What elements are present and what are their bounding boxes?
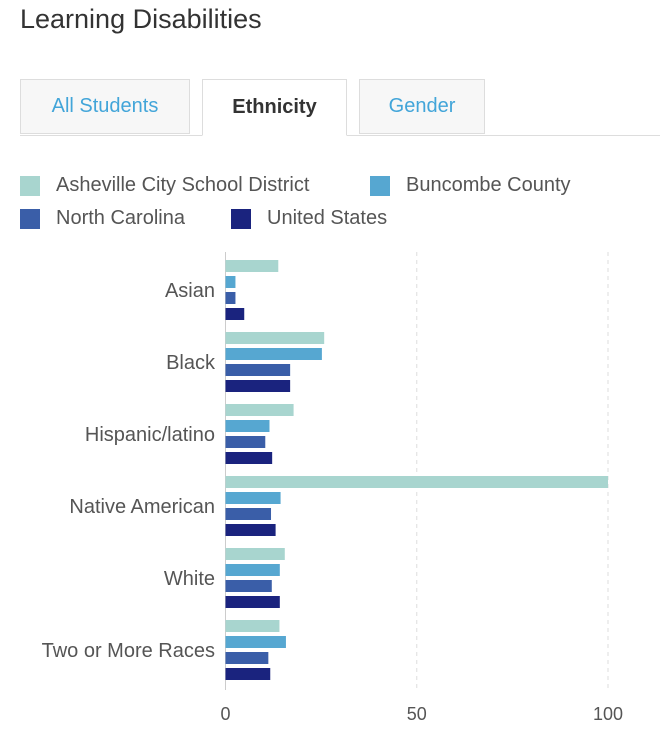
bar — [225, 348, 322, 360]
x-tick-label: 50 — [407, 704, 427, 724]
tab-ethnicity[interactable]: Ethnicity — [202, 79, 347, 136]
legend-label-buncombe: Buncombe County — [406, 174, 571, 196]
category-label: Native American — [69, 496, 215, 518]
bar — [225, 636, 286, 648]
bar — [225, 564, 280, 576]
legend-swatch-united-states — [231, 208, 251, 229]
page-title: Learning Disabilities — [20, 4, 262, 34]
tab-gender[interactable]: Gender — [359, 79, 485, 134]
bar — [225, 308, 245, 320]
bar — [225, 476, 608, 488]
legend-item-united-states[interactable]: United States — [231, 207, 387, 230]
x-tick-label: 100 — [593, 704, 623, 724]
bar — [225, 276, 236, 288]
tab-all-students[interactable]: All Students — [20, 79, 190, 134]
legend-label-asheville: Asheville City School District — [56, 174, 310, 196]
legend-item-asheville[interactable]: Asheville City School District — [20, 174, 309, 197]
bar — [225, 380, 291, 392]
tab-ethnicity-label: Ethnicity — [232, 96, 317, 118]
bar — [225, 668, 271, 680]
bar — [225, 580, 272, 592]
tab-gender-label: Gender — [388, 95, 456, 117]
bar — [225, 292, 236, 304]
bar — [225, 524, 276, 536]
bar — [225, 548, 285, 560]
legend-label-united-states: United States — [267, 207, 388, 229]
category-label: White — [164, 568, 215, 590]
bar — [225, 508, 272, 520]
category-label: Black — [166, 352, 216, 374]
bar — [225, 260, 279, 272]
bar — [225, 492, 281, 504]
bar — [225, 596, 280, 608]
bar — [225, 436, 266, 448]
bar — [225, 652, 269, 664]
tab-all-students-label: All Students — [51, 95, 159, 117]
bar — [225, 332, 325, 344]
tab-bar: All Students Ethnicity Gender — [20, 79, 660, 136]
bar — [225, 452, 273, 464]
category-label: Hispanic/latino — [85, 424, 215, 446]
legend-item-buncombe[interactable]: Buncombe County — [370, 174, 571, 197]
category-label: Asian — [165, 280, 215, 302]
legend-swatch-buncombe — [370, 175, 390, 196]
bar — [225, 620, 280, 632]
bar — [225, 364, 291, 376]
x-tick-label: 0 — [220, 704, 230, 724]
legend-label-north-carolina: North Carolina — [56, 207, 185, 229]
bar — [225, 420, 270, 432]
legend-swatch-north-carolina — [20, 208, 40, 229]
category-label: Two or More Races — [42, 640, 215, 662]
legend-swatch-asheville — [20, 175, 40, 196]
legend-item-north-carolina[interactable]: North Carolina — [20, 207, 185, 230]
bar — [225, 404, 294, 416]
